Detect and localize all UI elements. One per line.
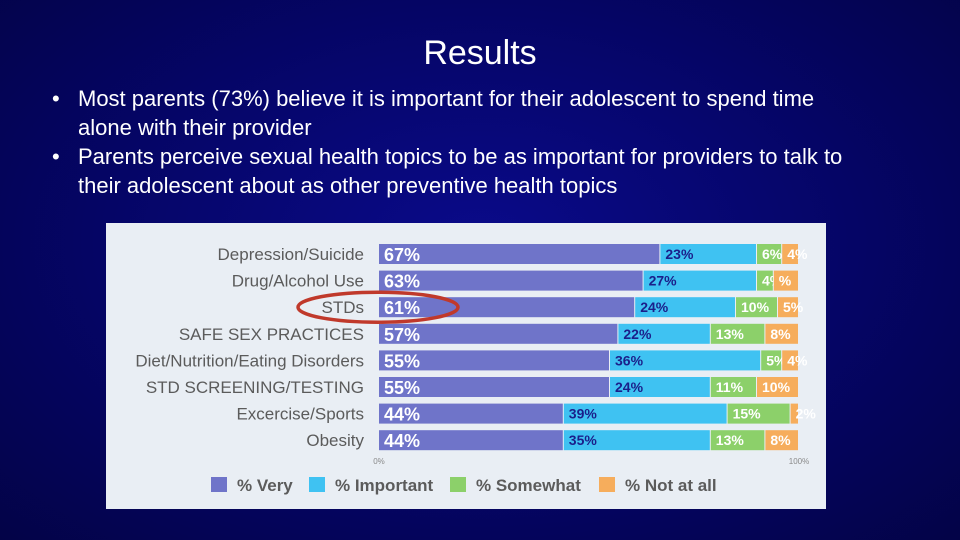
- data-label: 15%: [733, 406, 762, 422]
- category-label: Drug/Alcohol Use: [232, 272, 364, 291]
- bar-segment-2: [660, 244, 756, 264]
- bullet-text: Most parents (73%) believe it is importa…: [78, 86, 815, 140]
- bullet-item: • Most parents (73%) believe it is impor…: [52, 84, 872, 142]
- data-label: 4%: [787, 352, 808, 368]
- bar-segment-1: [379, 403, 563, 424]
- data-label: %: [779, 273, 792, 289]
- data-label: 24%: [640, 299, 669, 315]
- data-label: 44%: [384, 431, 420, 451]
- bullet-list: • Most parents (73%) believe it is impor…: [52, 84, 872, 200]
- category-label: Obesity: [306, 431, 364, 450]
- data-label: 24%: [615, 379, 644, 395]
- bar-segment-3: [757, 244, 782, 264]
- bar-segment-1: [379, 270, 643, 291]
- category-label: Excercise/Sports: [236, 405, 364, 424]
- data-label: 67%: [384, 245, 420, 265]
- data-label: 35%: [569, 432, 598, 448]
- bar-segment-1: [379, 297, 635, 318]
- bar-segment-4: [782, 244, 798, 264]
- data-label: 63%: [384, 272, 420, 292]
- bar-segment-1: [379, 323, 618, 344]
- bar-segment-3: [761, 350, 782, 371]
- bullet-dot: •: [52, 86, 60, 111]
- bar-segment-4: [757, 377, 798, 397]
- bar-segment-2: [643, 270, 756, 291]
- bar-segment-3: [710, 323, 765, 344]
- bullet-dot: •: [52, 144, 60, 169]
- bar-segment-4: [790, 403, 798, 424]
- bar-segment-1: [379, 244, 660, 264]
- data-label: 5%: [766, 352, 787, 368]
- data-label: 2%: [796, 406, 817, 422]
- legend-label: % Somewhat: [476, 476, 581, 495]
- data-label: 11%: [716, 379, 744, 395]
- bullet-item: • Parents perceive sexual health topics …: [52, 142, 872, 200]
- bar-segment-3: [727, 403, 790, 424]
- data-label: 36%: [615, 352, 644, 368]
- bar-segment-4: [773, 270, 798, 291]
- bar-segment-2: [563, 403, 727, 424]
- legend-swatch: [309, 477, 325, 492]
- data-label: 44%: [384, 405, 420, 425]
- data-label: 10%: [762, 379, 791, 395]
- bar-segment-2: [618, 323, 710, 344]
- data-label: 4%: [787, 246, 808, 262]
- category-label: SAFE SEX PRACTICES: [179, 325, 364, 344]
- bar-segment-4: [765, 430, 798, 451]
- bar-segment-3: [710, 377, 756, 397]
- bar-segment-2: [635, 297, 735, 318]
- stacked-bar-chart: Depression/Suicide 67% 23% 6% 4%Drug/Alcohol…: [135, 244, 817, 495]
- category-label: STDs: [322, 298, 365, 317]
- data-label: 5%: [783, 299, 804, 315]
- legend-label: % Not at all: [625, 476, 717, 495]
- data-label: 39%: [569, 406, 598, 422]
- legend-swatch: [450, 477, 466, 492]
- data-label: 8%: [770, 432, 791, 448]
- category-label: Depression/Suicide: [218, 245, 364, 264]
- data-label: 8%: [770, 326, 791, 342]
- data-label: 13%: [716, 326, 745, 342]
- data-label: 55%: [384, 378, 420, 398]
- legend-label: % Important: [335, 476, 434, 495]
- data-label: 61%: [384, 298, 420, 318]
- legend-swatch: [599, 477, 615, 492]
- bullet-text: Parents perceive sexual health topics to…: [78, 144, 843, 198]
- data-label: 27%: [649, 273, 678, 289]
- data-label: 57%: [384, 325, 420, 345]
- bar-segment-1: [379, 350, 609, 371]
- bar-segment-2: [610, 377, 710, 397]
- data-label: 13%: [716, 432, 745, 448]
- x-tick-label: 100%: [789, 457, 809, 466]
- x-tick-label: 0%: [373, 457, 385, 466]
- data-label: 10%: [741, 299, 770, 315]
- data-label: 55%: [384, 351, 420, 371]
- bar-segment-4: [778, 297, 798, 318]
- bar-segment-1: [379, 430, 563, 451]
- slide-title: Results: [423, 34, 537, 72]
- bar-segment-3: [757, 270, 773, 291]
- data-label: 22%: [623, 326, 652, 342]
- category-label: Diet/Nutrition/Eating Disorders: [135, 351, 364, 370]
- category-label: STD SCREENING/TESTING: [146, 378, 364, 397]
- bar-segment-2: [563, 430, 710, 451]
- bar-segment-2: [610, 350, 761, 371]
- highlight-ellipse: [296, 290, 460, 324]
- legend-swatch: [211, 477, 227, 492]
- data-label: 6%: [762, 246, 783, 262]
- chart-panel: Depression/Suicide 67% 23% 6% 4% Drug/Alcohol…: [106, 223, 826, 509]
- bar-segment-4: [782, 350, 798, 371]
- bar-segment-4: [765, 323, 798, 344]
- data-label: 23%: [665, 246, 694, 262]
- bar-segment-3: [736, 297, 777, 318]
- bar-segment-3: [710, 430, 765, 451]
- legend-label: % Very: [237, 476, 293, 495]
- bar-segment-1: [379, 377, 609, 397]
